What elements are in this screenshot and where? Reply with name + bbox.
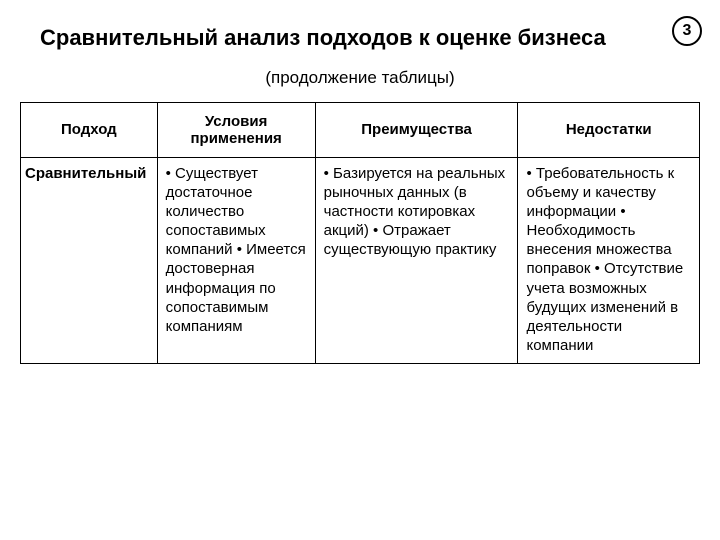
slide: 3 Сравнительный анализ подходов к оценке… <box>0 0 720 540</box>
page-title: Сравнительный анализ подходов к оценке б… <box>40 24 660 52</box>
cell-approach: Сравнительный <box>21 157 158 364</box>
cell-disadvantages: • Требовательность к объему и качеству и… <box>518 157 700 364</box>
table-header-row: Подход Условия применения Преимущества Н… <box>21 102 700 157</box>
cell-conditions: • Существует достаточное количество сопо… <box>157 157 315 364</box>
page-number: 3 <box>683 22 692 40</box>
cell-advantages: • Базируется на реальных рыночных данных… <box>315 157 518 364</box>
table-row: Сравнительный • Существует достаточное к… <box>21 157 700 364</box>
col-header-disadvantages: Недостатки <box>518 102 700 157</box>
col-header-approach: Подход <box>21 102 158 157</box>
page-subtitle: (продолжение таблицы) <box>20 68 700 88</box>
comparison-table: Подход Условия применения Преимущества Н… <box>20 102 700 365</box>
col-header-advantages: Преимущества <box>315 102 518 157</box>
col-header-conditions: Условия применения <box>157 102 315 157</box>
page-number-badge: 3 <box>672 16 702 46</box>
